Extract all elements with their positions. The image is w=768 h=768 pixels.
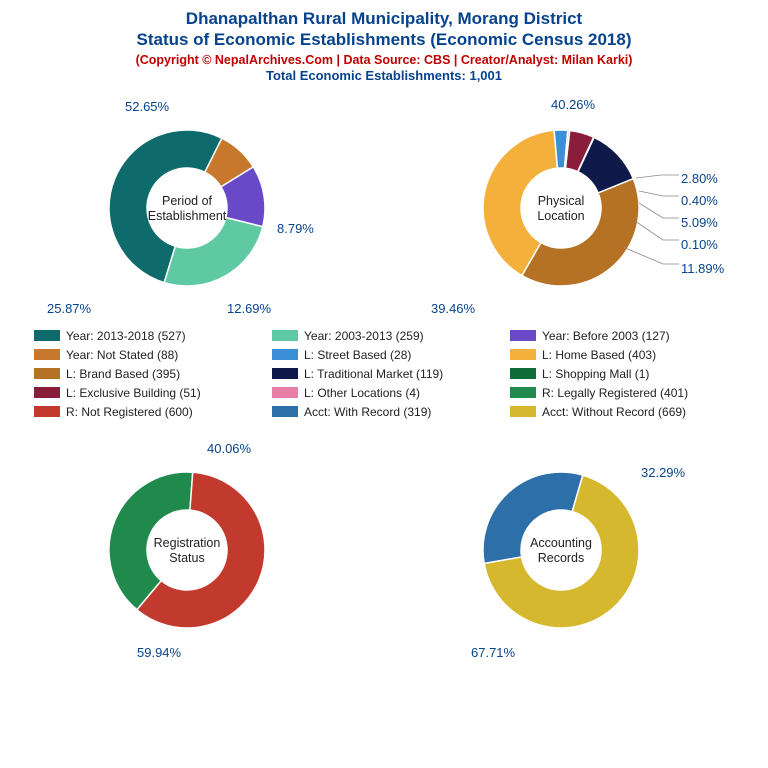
legend-item: L: Home Based (403) xyxy=(510,348,734,362)
legend-item: Year: 2013-2018 (527) xyxy=(34,329,258,343)
legend-text: L: Shopping Mall (1) xyxy=(542,367,649,381)
pct-label: 52.65% xyxy=(125,99,169,114)
legend-swatch xyxy=(510,387,536,398)
legend-text: L: Brand Based (395) xyxy=(66,367,180,381)
bottom-chart-row: RegistrationStatus 40.06% 59.94% Accountin… xyxy=(0,435,768,665)
legend-text: R: Not Registered (600) xyxy=(66,405,193,419)
legend-swatch xyxy=(272,406,298,417)
legend-item: R: Not Registered (600) xyxy=(34,405,258,419)
chart-period: Period ofEstablishment 52.65% 8.79% 12.69% 2… xyxy=(17,93,377,323)
legend-text: L: Home Based (403) xyxy=(542,348,656,362)
legend-text: R: Legally Registered (401) xyxy=(542,386,688,400)
donut-slice xyxy=(164,217,263,285)
donut-center-label: Period ofEstablishment xyxy=(137,194,237,224)
legend-text: Acct: Without Record (669) xyxy=(542,405,686,419)
legend-swatch xyxy=(510,406,536,417)
legend-item: Year: Not Stated (88) xyxy=(34,348,258,362)
legend-swatch xyxy=(272,387,298,398)
legend-item: L: Shopping Mall (1) xyxy=(510,367,734,381)
legend-item: L: Traditional Market (119) xyxy=(272,367,496,381)
donut-center-label: RegistrationStatus xyxy=(137,536,237,566)
chart-location: PhysicalLocation 40.26% 2.80% 0.40% 5.09% 0.1… xyxy=(391,93,751,323)
header: Dhanapalthan Rural Municipality, Morang … xyxy=(0,0,768,87)
pct-label: 40.26% xyxy=(551,97,595,112)
pct-label: 32.29% xyxy=(641,465,685,480)
leader-line xyxy=(636,175,679,178)
legend-text: Year: Not Stated (88) xyxy=(66,348,178,362)
legend-swatch xyxy=(34,330,60,341)
legend-text: L: Street Based (28) xyxy=(304,348,411,362)
legend-swatch xyxy=(510,349,536,360)
legend-item: L: Street Based (28) xyxy=(272,348,496,362)
title-line-1: Dhanapalthan Rural Municipality, Morang … xyxy=(10,8,758,29)
donut-center-label: PhysicalLocation xyxy=(511,194,611,224)
legend-swatch xyxy=(34,387,60,398)
legend-item: Year: Before 2003 (127) xyxy=(510,329,734,343)
title-line-2: Status of Economic Establishments (Econo… xyxy=(10,29,758,50)
pct-label: 8.79% xyxy=(277,221,314,236)
legend-swatch xyxy=(510,368,536,379)
total-establishments: Total Economic Establishments: 1,001 xyxy=(10,68,758,83)
pct-label: 40.06% xyxy=(207,441,251,456)
pct-label: 67.71% xyxy=(471,645,515,660)
legend-swatch xyxy=(34,406,60,417)
legend-item: Acct: Without Record (669) xyxy=(510,405,734,419)
legend-text: L: Exclusive Building (51) xyxy=(66,386,201,400)
legend-swatch xyxy=(272,349,298,360)
legend-text: Acct: With Record (319) xyxy=(304,405,431,419)
legend-swatch xyxy=(34,368,60,379)
legend-item: Year: 2003-2013 (259) xyxy=(272,329,496,343)
legend-text: Year: Before 2003 (127) xyxy=(542,329,670,343)
pct-label: 39.46% xyxy=(431,301,475,316)
legend-item: R: Legally Registered (401) xyxy=(510,386,734,400)
donut-center-label: AccountingRecords xyxy=(511,536,611,566)
legend-item: Acct: With Record (319) xyxy=(272,405,496,419)
top-chart-row: Period ofEstablishment 52.65% 8.79% 12.69% 2… xyxy=(0,93,768,323)
pct-label: 25.87% xyxy=(47,301,91,316)
chart-accounting: AccountingRecords 32.29% 67.71% xyxy=(391,435,751,665)
pct-label: 11.89% xyxy=(681,261,724,276)
chart-registration: RegistrationStatus 40.06% 59.94% xyxy=(17,435,377,665)
legend-text: L: Traditional Market (119) xyxy=(304,367,443,381)
pct-label: 59.94% xyxy=(137,645,181,660)
leader-line xyxy=(639,203,679,218)
leader-line xyxy=(635,221,679,240)
legend-item: L: Exclusive Building (51) xyxy=(34,386,258,400)
legend: Year: 2013-2018 (527) Year: 2003-2013 (25… xyxy=(0,323,768,425)
legend-item: L: Brand Based (395) xyxy=(34,367,258,381)
legend-swatch xyxy=(272,330,298,341)
legend-text: Year: 2013-2018 (527) xyxy=(66,329,186,343)
leader-line xyxy=(639,191,679,196)
pct-label: 0.10% xyxy=(681,237,718,252)
legend-swatch xyxy=(34,349,60,360)
legend-swatch xyxy=(272,368,298,379)
subtitle: (Copyright © NepalArchives.Com | Data So… xyxy=(10,53,758,67)
pct-label: 0.40% xyxy=(681,193,718,208)
legend-text: Year: 2003-2013 (259) xyxy=(304,329,424,343)
pct-label: 2.80% xyxy=(681,171,718,186)
leader-line xyxy=(623,247,679,264)
pct-label: 12.69% xyxy=(227,301,271,316)
legend-swatch xyxy=(510,330,536,341)
legend-item: L: Other Locations (4) xyxy=(272,386,496,400)
legend-text: L: Other Locations (4) xyxy=(304,386,420,400)
pct-label: 5.09% xyxy=(681,215,718,230)
